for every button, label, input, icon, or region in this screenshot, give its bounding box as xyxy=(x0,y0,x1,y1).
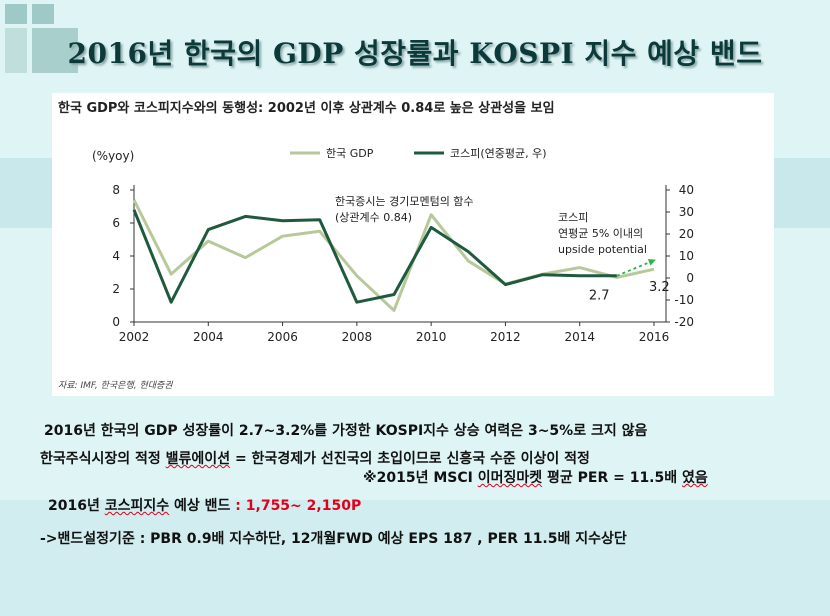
right-tick-label: -20 xyxy=(674,315,694,329)
left-tick-label: 8 xyxy=(112,183,120,197)
deco-square xyxy=(32,28,78,73)
legend-label-kospi: 코스피(연중평균, 우) xyxy=(450,147,547,160)
x-tick-label: 2002 xyxy=(119,330,150,344)
left-tick-label: 6 xyxy=(112,216,120,230)
kospi-band-value: : 1,755~ 2,150P xyxy=(235,498,362,514)
line4-post: 예상 밴드 xyxy=(169,498,236,514)
annotation-upside: 연평균 5% 이내의 xyxy=(558,227,643,240)
summary-line-2: 한국주식시장의 적정 밸류에이션 = 한국경제가 선진국의 초입이므로 신흥국 … xyxy=(40,448,590,468)
right-tick-label: 30 xyxy=(679,205,694,219)
line2-post: = 한국경제가 선진국의 초입이므로 신흥국 수준 이상이 적정 xyxy=(230,451,590,467)
x-tick-label: 2012 xyxy=(490,330,521,344)
chart-title: 한국 GDP와 코스피지수와의 동행성: 2002년 이후 상관계수 0.84로… xyxy=(58,101,555,116)
kospi-series-line xyxy=(132,209,617,304)
x-tick-label: 2016 xyxy=(639,330,670,344)
annotation-momentum: 한국증시는 경기모멘텀의 함수 xyxy=(335,195,474,208)
summary-line-1: 2016년 한국의 GDP 성장률이 2.7~3.2%를 가정한 KOSPI지수… xyxy=(44,423,648,439)
data-label: 2.7 xyxy=(589,288,610,303)
annotation-upside: upside potential xyxy=(558,243,647,256)
right-tick-label: 0 xyxy=(686,271,694,285)
right-tick-label: 40 xyxy=(679,183,694,197)
left-tick-label: 0 xyxy=(112,315,120,329)
kospi-band-line: 2016년 코스피지수 예상 밴드 : 1,755~ 2,150P xyxy=(48,495,361,515)
data-label: 3.2 xyxy=(649,280,670,295)
x-tick-label: 2010 xyxy=(416,330,447,344)
summary-line-3: ※2015년 MSCI 이머징마켓 평균 PER = 11.5배 였음 xyxy=(363,467,708,487)
right-tick-label: -10 xyxy=(674,293,694,307)
annotation-momentum: (상관계수 0.84) xyxy=(335,211,412,224)
x-tick-label: 2004 xyxy=(193,330,224,344)
line4-label: 2016년 xyxy=(48,498,105,514)
projection-arrow-head xyxy=(647,259,656,266)
deco-square xyxy=(5,28,27,73)
background-band-lower xyxy=(0,500,830,616)
line3-mark2: 였음 xyxy=(682,470,708,486)
annotation-upside: 코스피 xyxy=(558,211,588,224)
right-tick-label: 20 xyxy=(679,227,694,241)
line-chart: 0 2 4 6 8 -20 -10 0 10 20 30 40 2002 2004 2006 2008 2010… xyxy=(92,147,694,344)
x-tick-label: 2014 xyxy=(564,330,595,344)
x-tick-label: 2008 xyxy=(342,330,373,344)
chart-panel: 한국 GDP와 코스피지수와의 동행성: 2002년 이후 상관계수 0.84로… xyxy=(52,93,774,396)
line3-mark: 이머징마켓 xyxy=(477,470,543,486)
line4-mark: 코스피지수 xyxy=(104,498,170,514)
legend-label-gdp: 한국 GDP xyxy=(326,147,374,160)
summary-line-5: ->밴드설정기준 : PBR 0.9배 지수하단, 12개월FWD 예상 EPS… xyxy=(40,531,627,547)
line3-pre: ※2015년 MSCI xyxy=(363,470,478,486)
projection-arrow-line xyxy=(616,259,655,277)
y-axis-label: (%yoy) xyxy=(92,149,134,163)
x-tick-label: 2006 xyxy=(267,330,298,344)
line2-mark: 밸류에이션 xyxy=(165,451,231,467)
right-tick-label: 10 xyxy=(679,249,694,263)
line2-pre: 한국주식시장의 적정 xyxy=(40,451,166,467)
line3-mid: 평균 PER = 11.5배 xyxy=(542,470,682,486)
left-tick-label: 2 xyxy=(112,282,120,296)
page-title: 2016년 한국의 GDP 성장률과 KOSPI 지수 예상 밴드 xyxy=(67,37,763,70)
deco-square xyxy=(5,4,27,24)
source-note: 자료: IMF, 한국은행, 현대증권 xyxy=(58,381,173,391)
deco-square xyxy=(32,4,54,24)
left-tick-label: 4 xyxy=(112,249,120,263)
gdp-series-line xyxy=(132,199,655,312)
